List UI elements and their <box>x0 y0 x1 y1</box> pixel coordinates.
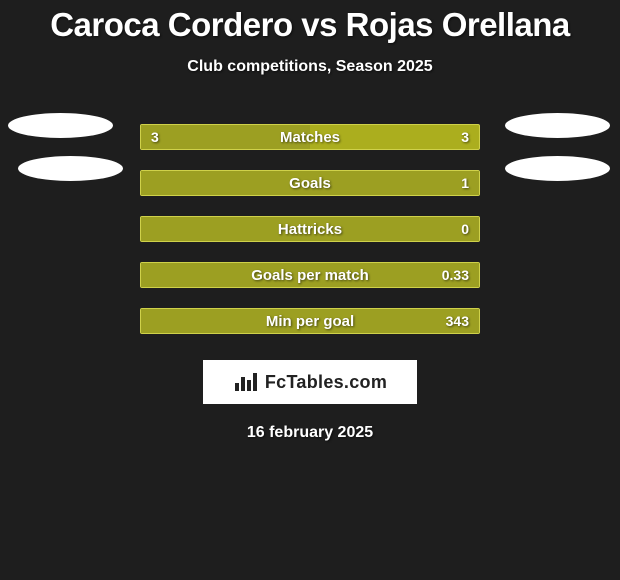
stat-row: Min per goal 343 <box>0 298 620 344</box>
stat-bar-fill <box>141 171 479 195</box>
stat-bar: Min per goal 343 <box>140 308 480 334</box>
stat-bar-fill <box>141 217 479 241</box>
stat-bar-fill <box>141 309 479 333</box>
stat-bar: Goals 1 <box>140 170 480 196</box>
bar-chart-icon <box>233 371 259 393</box>
stat-bar-fill <box>141 263 479 287</box>
date-text: 16 february 2025 <box>0 424 620 442</box>
comparison-chart: 3 Matches 3 Goals 1 Hattricks 0 Goals pe… <box>0 114 620 344</box>
stat-bar-fill <box>141 125 310 149</box>
logo-text: FcTables.com <box>265 372 387 393</box>
stat-bar: Goals per match 0.33 <box>140 262 480 288</box>
stat-row: 3 Matches 3 <box>0 114 620 160</box>
stat-row: Goals 1 <box>0 160 620 206</box>
subtitle: Club competitions, Season 2025 <box>0 58 620 76</box>
stat-rows: 3 Matches 3 Goals 1 Hattricks 0 Goals pe… <box>0 114 620 344</box>
fctables-logo: FcTables.com <box>203 360 417 404</box>
stat-bar: Hattricks 0 <box>140 216 480 242</box>
stat-right-value: 3 <box>461 125 469 149</box>
page-title: Caroca Cordero vs Rojas Orellana <box>0 0 620 44</box>
stat-row: Hattricks 0 <box>0 206 620 252</box>
stat-row: Goals per match 0.33 <box>0 252 620 298</box>
stat-bar: 3 Matches 3 <box>140 124 480 150</box>
